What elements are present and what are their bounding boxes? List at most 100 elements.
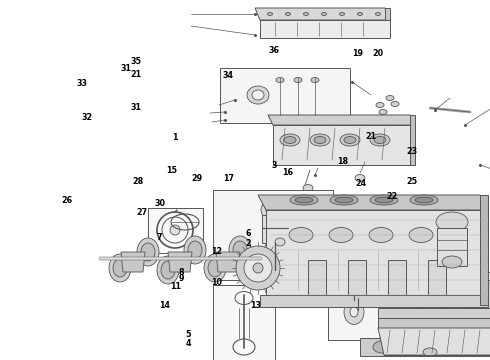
Ellipse shape (247, 86, 269, 104)
Polygon shape (268, 115, 415, 125)
Text: 16: 16 (282, 168, 293, 177)
Polygon shape (260, 20, 390, 38)
Text: 12: 12 (211, 247, 222, 256)
Ellipse shape (236, 246, 280, 290)
Ellipse shape (266, 203, 284, 217)
Text: 21: 21 (366, 132, 377, 140)
Ellipse shape (311, 77, 319, 82)
Ellipse shape (170, 225, 180, 235)
Text: 1: 1 (172, 133, 178, 142)
Ellipse shape (350, 307, 358, 317)
Ellipse shape (290, 195, 318, 205)
Ellipse shape (344, 136, 356, 144)
Bar (400, 272, 490, 340)
Ellipse shape (358, 13, 363, 15)
Polygon shape (216, 252, 240, 272)
Ellipse shape (410, 195, 438, 205)
Ellipse shape (355, 175, 365, 181)
Ellipse shape (375, 197, 393, 203)
Text: 21: 21 (131, 71, 142, 79)
Ellipse shape (376, 103, 384, 108)
Ellipse shape (340, 134, 360, 146)
Bar (428, 260, 446, 295)
Ellipse shape (162, 217, 188, 243)
Ellipse shape (109, 254, 131, 282)
Ellipse shape (353, 283, 363, 297)
Polygon shape (385, 8, 390, 20)
Ellipse shape (286, 13, 291, 15)
Ellipse shape (423, 348, 437, 356)
Ellipse shape (409, 228, 433, 243)
Text: 10: 10 (211, 278, 221, 287)
Ellipse shape (415, 197, 433, 203)
Text: 18: 18 (337, 158, 348, 166)
Ellipse shape (436, 212, 468, 232)
Text: 27: 27 (137, 208, 147, 217)
Ellipse shape (161, 261, 175, 279)
Bar (260, 295, 488, 307)
Ellipse shape (289, 228, 313, 243)
Ellipse shape (374, 136, 386, 144)
Text: 20: 20 (373, 49, 384, 58)
Text: 14: 14 (159, 301, 170, 310)
Text: 34: 34 (222, 71, 233, 80)
Bar (378, 308, 490, 318)
Ellipse shape (303, 184, 313, 192)
Ellipse shape (184, 236, 206, 264)
Ellipse shape (391, 102, 399, 107)
Text: 32: 32 (82, 112, 93, 122)
Text: 36: 36 (269, 46, 279, 55)
Ellipse shape (276, 77, 284, 82)
Ellipse shape (268, 13, 272, 15)
Ellipse shape (403, 341, 421, 353)
Ellipse shape (379, 109, 387, 114)
Ellipse shape (157, 256, 179, 284)
Text: 3: 3 (272, 161, 277, 170)
Text: 31: 31 (121, 64, 132, 73)
Text: 9: 9 (178, 274, 184, 283)
Polygon shape (258, 195, 488, 210)
Ellipse shape (280, 134, 300, 146)
Text: 11: 11 (171, 282, 181, 291)
Ellipse shape (188, 241, 202, 259)
Text: 7: 7 (157, 233, 162, 242)
Ellipse shape (340, 13, 344, 15)
Ellipse shape (204, 254, 226, 282)
Ellipse shape (330, 195, 358, 205)
Ellipse shape (335, 197, 353, 203)
Ellipse shape (415, 294, 425, 306)
Ellipse shape (344, 300, 364, 324)
Ellipse shape (244, 254, 272, 282)
Text: 5: 5 (186, 330, 191, 339)
Text: 6: 6 (245, 230, 250, 238)
Bar (348, 260, 366, 295)
Bar (388, 260, 406, 295)
Text: 2: 2 (245, 239, 250, 248)
Text: 4: 4 (186, 339, 191, 348)
Ellipse shape (373, 341, 391, 353)
Bar (437, 228, 467, 266)
Ellipse shape (233, 241, 247, 259)
Bar (213, 190, 333, 280)
Text: 30: 30 (154, 199, 165, 208)
Ellipse shape (252, 90, 264, 100)
Ellipse shape (284, 136, 296, 144)
Text: 13: 13 (250, 301, 261, 310)
Polygon shape (266, 210, 488, 305)
Polygon shape (168, 252, 192, 272)
Text: 25: 25 (407, 177, 418, 186)
Ellipse shape (442, 256, 462, 268)
Polygon shape (480, 195, 488, 305)
Text: 17: 17 (223, 174, 234, 183)
Bar (470, 280, 490, 310)
Ellipse shape (208, 259, 222, 277)
Bar (213, 285, 275, 360)
Bar (328, 285, 380, 340)
Text: 26: 26 (61, 197, 73, 205)
Ellipse shape (295, 197, 313, 203)
Ellipse shape (275, 238, 285, 246)
Polygon shape (378, 328, 490, 355)
Bar (262, 215, 288, 243)
Text: 31: 31 (131, 104, 142, 112)
Ellipse shape (329, 228, 353, 243)
